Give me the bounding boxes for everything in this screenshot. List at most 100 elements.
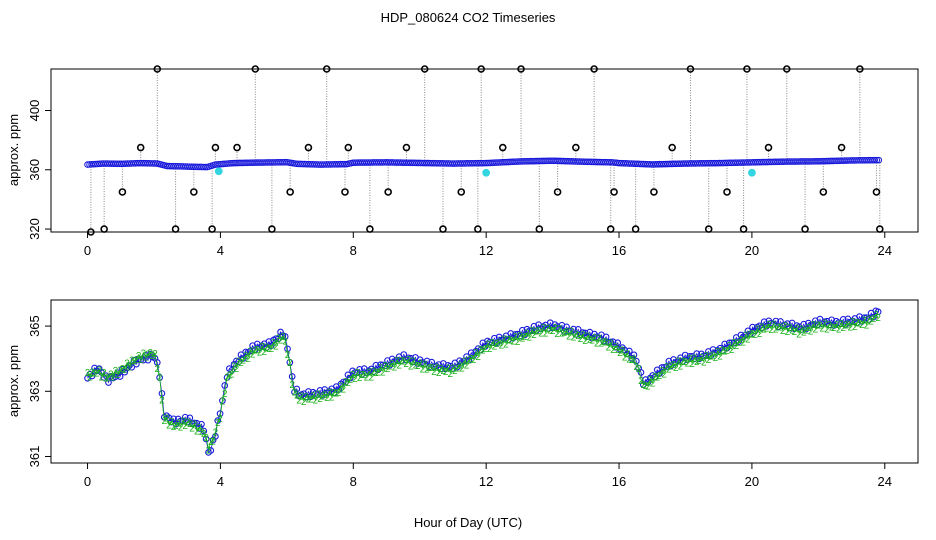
top-point: [873, 156, 881, 164]
top-spike-point: [686, 65, 695, 73]
bottom-point-glyph: 2: [185, 418, 191, 429]
bottom-point-glyph: 2: [817, 321, 823, 332]
top-x-axis: 0 4 8 12 16 20 24: [84, 232, 892, 258]
bottom-point: [272, 335, 280, 343]
bottom-point-glyph: 2: [399, 356, 405, 367]
bottom-point: [828, 316, 835, 324]
bottom-point-glyph: 2: [820, 323, 826, 334]
bottom-point-glyph: 2: [213, 428, 219, 439]
top-spike-point: [743, 65, 751, 73]
bottom-point-glyph: 2: [650, 379, 656, 390]
bottom-point-glyph: 2: [678, 361, 684, 372]
top-spike-point: [739, 225, 748, 233]
bottom-series-layer: 2222222222222222222222222222222222222222…: [84, 307, 882, 457]
bottom-y-tick-label: 365: [27, 315, 42, 337]
bottom-point-glyph: 2: [787, 323, 793, 334]
bottom-point-glyph: 2: [520, 333, 526, 344]
bottom-point-glyph: 2: [389, 359, 395, 370]
top-y-tick-label: 320: [27, 218, 42, 240]
bottom-point-glyph: 2: [801, 328, 807, 339]
bottom-point-glyph: 2: [803, 326, 809, 337]
top-point: [201, 163, 209, 171]
top-spike-point: [553, 188, 562, 196]
top-y-axis: 320 360 400: [27, 100, 51, 240]
bottom-point: [144, 356, 152, 364]
bottom-point-glyph: 2: [117, 365, 123, 376]
bottom-point: [200, 427, 208, 435]
bottom-point-glyph: 2: [850, 317, 856, 328]
bottom-point-glyph: 2: [671, 360, 677, 371]
bottom-point-glyph: 2: [334, 389, 340, 400]
top-x-tick-label: 8: [350, 243, 357, 258]
bottom-point-glyph: 2: [734, 341, 740, 352]
bottom-point: [212, 432, 219, 440]
bottom-point: [651, 373, 659, 381]
bottom-point-glyph: 2: [266, 344, 272, 355]
bottom-point-glyph: 2: [371, 367, 377, 378]
bottom-point-glyph: 2: [322, 390, 328, 401]
bottom-point-glyph: 2: [436, 368, 442, 379]
top-spike-point: [439, 225, 447, 233]
top-spike-point: [420, 65, 429, 73]
bottom-point: [614, 339, 622, 347]
bottom-point-glyph: 2: [568, 327, 574, 338]
bottom-point: [386, 361, 394, 369]
top-spike-point: [344, 143, 353, 152]
bottom-point-glyph: 2: [468, 354, 474, 365]
bottom-point-glyph: 2: [524, 329, 530, 340]
bottom-point-glyph: 2: [780, 326, 786, 337]
bottom-point-glyph: 2: [199, 427, 205, 438]
bottom-point-glyph: 2: [261, 347, 267, 358]
bottom-point-glyph: 2: [368, 372, 374, 383]
bottom-point-glyph: 2: [717, 352, 723, 363]
bottom-point-glyph: 2: [561, 328, 567, 339]
bottom-point-glyph: 2: [829, 323, 835, 334]
bottom-point-glyph: 2: [471, 355, 477, 366]
bottom-point: [437, 365, 445, 373]
top-point: [341, 160, 348, 168]
bottom-point-glyph: 2: [836, 325, 842, 336]
bottom-point-glyph: 2: [143, 352, 149, 363]
bottom-point-glyph: 2: [327, 387, 333, 398]
bottom-point: [305, 388, 312, 395]
bottom-point-glyph: 2: [350, 370, 356, 381]
bottom-point-glyph: 2: [485, 340, 491, 351]
bottom-point: [625, 347, 633, 355]
bottom-point-glyph: 2: [759, 323, 765, 334]
bottom-point-glyph: 2: [378, 363, 384, 374]
bottom-point-glyph: 2: [308, 394, 314, 405]
bottom-point-glyph: 2: [394, 356, 400, 367]
bottom-point-glyph: 2: [461, 357, 467, 368]
bottom-point-glyph: 2: [599, 338, 605, 349]
top-point: [875, 156, 883, 164]
bottom-point-glyph: 2: [131, 357, 137, 368]
bottom-point: [637, 369, 645, 376]
bottom-point-glyph: 2: [382, 361, 388, 372]
bottom-point-glyph: 2: [789, 325, 795, 336]
bottom-point-glyph: 2: [589, 335, 595, 346]
bottom-point-glyph: 2: [282, 336, 288, 347]
bottom-point-glyph: 2: [713, 353, 719, 364]
bottom-point-glyph: 2: [517, 331, 523, 342]
bottom-point-glyph: 2: [857, 319, 863, 330]
bottom-point-glyph: 2: [222, 389, 228, 400]
bottom-point-glyph: 2: [241, 356, 247, 367]
bottom-point-glyph: 2: [627, 354, 633, 365]
bottom-point-glyph: 2: [806, 323, 812, 334]
bottom-point-glyph: 2: [348, 375, 354, 386]
bottom-point-glyph: 2: [324, 393, 330, 404]
bottom-point-glyph: 2: [268, 344, 274, 355]
bottom-point-glyph: 2: [736, 338, 742, 349]
bottom-point-glyph: 2: [738, 335, 744, 346]
bottom-point-glyph: 2: [161, 416, 167, 427]
bottom-point-glyph: 2: [494, 339, 500, 350]
bottom-point-glyph: 2: [727, 341, 733, 352]
top-spike-point: [118, 188, 127, 196]
bottom-x-tick-label: 20: [745, 474, 759, 489]
top-spike-point: [837, 143, 846, 152]
top-spike-point: [477, 65, 485, 73]
bottom-point: [198, 420, 205, 428]
bottom-point-glyph: 2: [657, 371, 663, 382]
bottom-point-glyph: 2: [296, 395, 302, 406]
